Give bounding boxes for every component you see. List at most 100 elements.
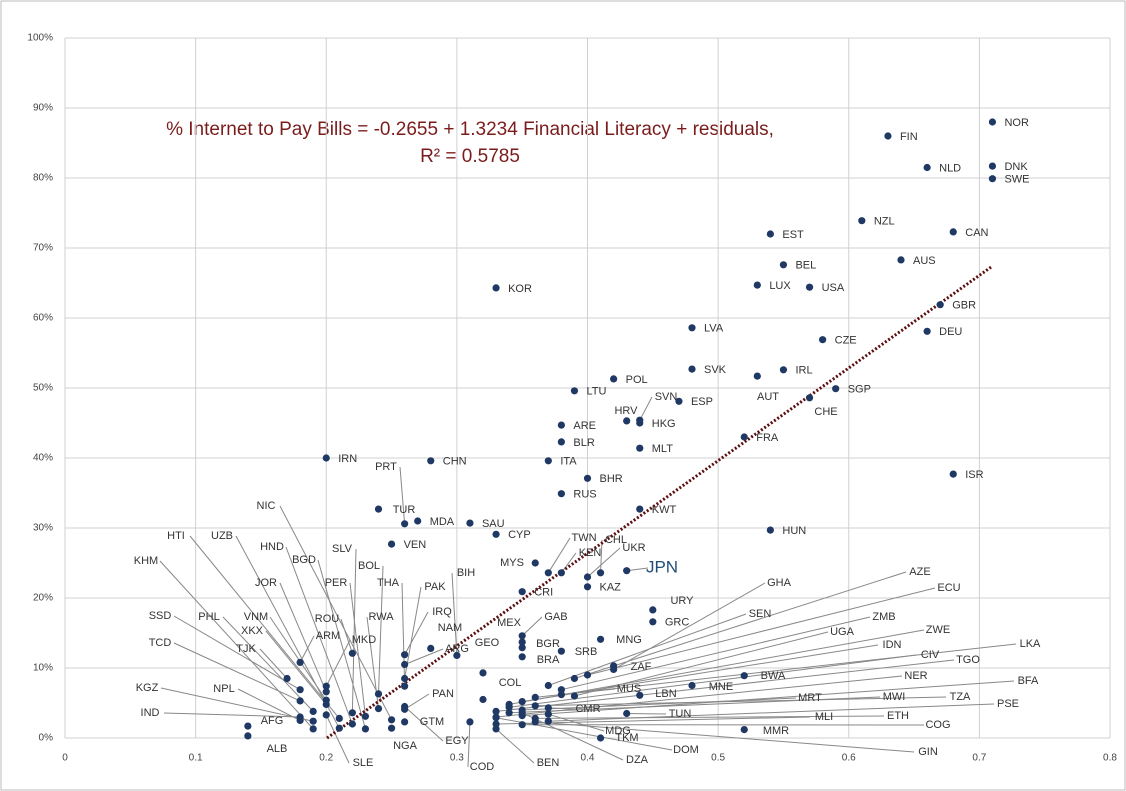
point [387,724,396,732]
point-label: IRL [795,365,812,377]
point [322,454,330,462]
y-tick-label: 70% [33,243,53,254]
point-label: XKX [241,625,264,637]
point [505,709,513,717]
point-label: PSE [997,698,1019,710]
point [518,653,526,661]
point [296,697,304,705]
point-label: TWN [571,532,596,544]
point-label: HKG [652,418,676,430]
x-tick-label: 0.8 [1103,753,1117,764]
leader-line [535,643,1017,698]
leader-line [509,629,925,705]
y-tick-label: 20% [33,593,53,604]
point [688,365,696,373]
point-label: TKM [615,732,638,744]
point [636,444,644,452]
point-label: GHA [767,577,792,589]
point [570,692,579,700]
point-label: TUR [393,504,416,516]
point-label: MMR [763,725,789,737]
point-label: DEU [939,326,962,338]
point [596,569,605,577]
point [688,324,696,332]
point-label: SVK [704,364,727,376]
point [596,635,605,643]
point [858,217,866,225]
point [988,118,997,126]
point-label: JPN [646,557,678,576]
point [335,724,343,732]
point-label: ARE [573,420,596,432]
point [583,573,592,581]
y-tick-label: 30% [33,523,53,534]
point [361,712,370,720]
point-label: SWE [1004,174,1029,186]
point-label: ALB [267,743,288,755]
point-label: NPL [213,683,234,695]
point [531,559,539,567]
point-label: EGY [445,735,469,747]
leader-line [351,548,357,713]
point-label: NGA [393,740,418,752]
point [610,665,618,674]
point [583,583,592,591]
point-label: EST [782,229,804,241]
point [544,457,552,465]
leader-line [467,721,471,768]
point [636,505,644,513]
point-label: CZE [835,335,857,347]
leader-line [378,565,384,694]
leader-line [521,616,543,637]
point-label: HUN [782,525,806,537]
leader-line [548,613,747,686]
leader-line [613,582,766,670]
point [805,283,814,291]
point [518,706,526,714]
point-label: IRN [338,453,357,465]
point-label: NLD [939,162,961,174]
point [348,709,356,717]
leader-line [222,616,314,712]
x-tick-label: 0.4 [581,753,595,764]
leader-line [159,560,314,730]
point-label: UKR [622,542,645,554]
point [544,704,552,712]
leader-line [587,587,936,676]
point-label: KHM [134,555,158,567]
point-label: GBR [952,300,976,312]
point-label: BEN [537,757,560,769]
point-label: PAN [432,688,454,700]
y-tick-label: 80% [33,173,53,184]
point-label: SLE [353,757,374,769]
leader-line [325,714,350,764]
point [401,520,409,528]
point-label: JOR [255,577,277,589]
point-label: MDG [605,725,631,737]
point [387,540,396,548]
point-label: AUS [913,255,936,267]
point-label: HRV [614,405,638,417]
point-label: BRA [537,654,560,666]
point [531,702,539,710]
point [244,732,252,740]
point-label: BOL [358,560,380,572]
leader-line [259,648,288,679]
point-label: MLI [815,711,833,723]
point [401,660,409,669]
point-label: ZMB [872,611,895,623]
point [518,721,526,729]
point-label: PHL [198,611,219,623]
leader-line [561,616,871,691]
point-label: ROU [315,613,340,625]
point [923,327,931,335]
point [570,387,579,395]
point-label: KAZ [600,582,622,594]
point-label: GRC [665,617,690,629]
point [583,671,592,679]
point [466,519,474,527]
point-label: CHN [443,456,467,468]
point-label: TUN [669,708,692,720]
point-label: RUS [573,489,596,501]
point [544,717,552,725]
